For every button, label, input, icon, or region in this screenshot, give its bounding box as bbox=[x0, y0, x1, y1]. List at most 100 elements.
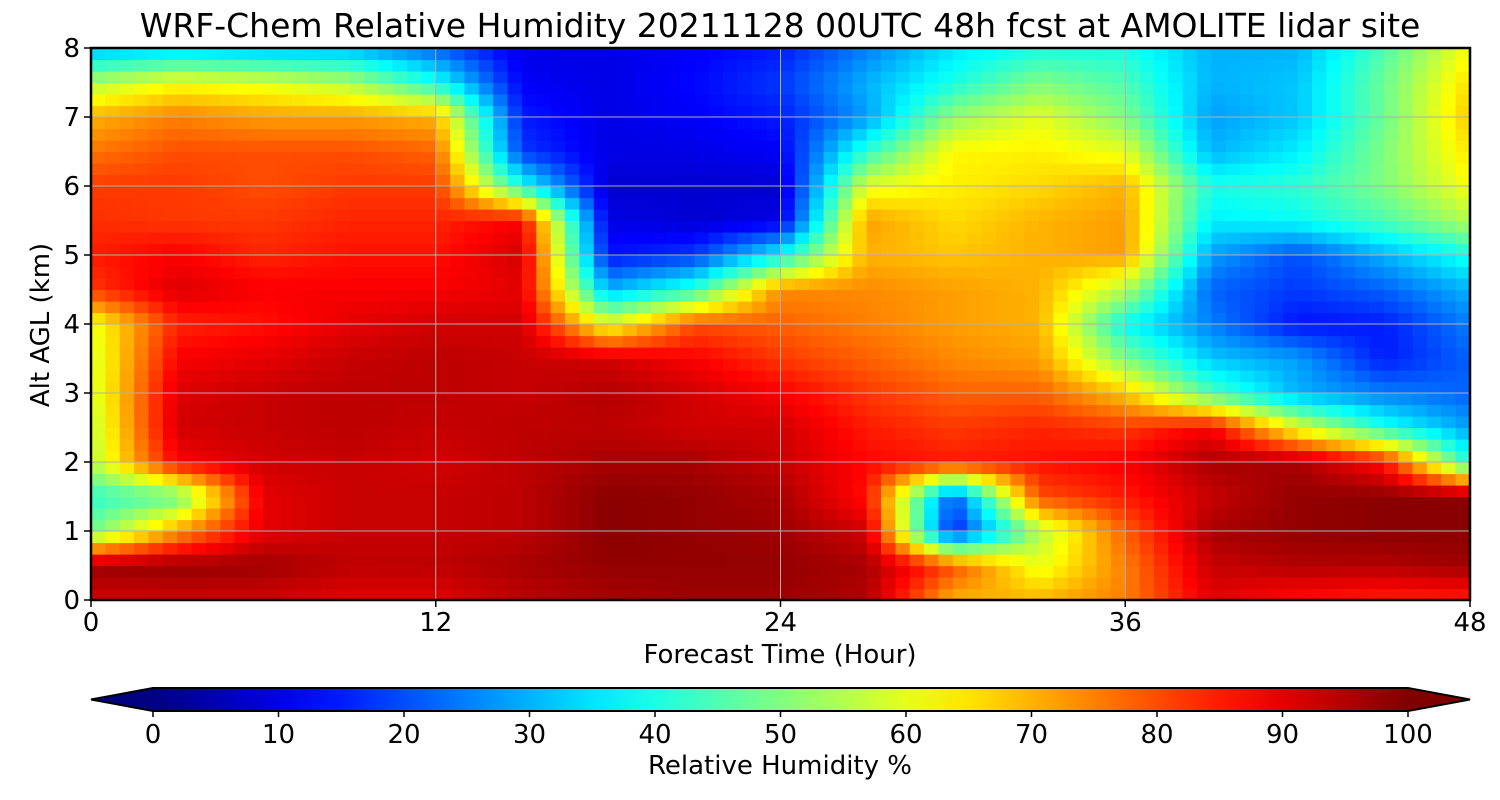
heatmap-cell bbox=[1369, 370, 1385, 383]
heatmap-cell bbox=[794, 151, 810, 164]
heatmap-cell bbox=[1139, 393, 1155, 406]
heatmap-cell bbox=[1254, 404, 1270, 417]
heatmap-cell bbox=[335, 209, 351, 222]
heatmap-cell bbox=[177, 577, 193, 590]
heatmap-cell bbox=[378, 427, 394, 440]
heatmap-cell bbox=[1211, 94, 1227, 107]
heatmap-cell bbox=[766, 232, 782, 245]
heatmap-cell bbox=[349, 301, 365, 314]
heatmap-cell bbox=[349, 393, 365, 406]
heatmap-cell bbox=[277, 220, 293, 233]
heatmap-cell bbox=[1412, 301, 1428, 314]
heatmap-cell bbox=[507, 404, 523, 417]
heatmap-cell bbox=[263, 243, 279, 256]
heatmap-cell bbox=[723, 416, 739, 429]
heatmap-cell bbox=[378, 565, 394, 578]
heatmap-cell bbox=[967, 531, 983, 544]
heatmap-cell bbox=[1412, 312, 1428, 325]
heatmap-cell bbox=[766, 140, 782, 153]
heatmap-cell bbox=[1024, 370, 1040, 383]
heatmap-cell bbox=[249, 105, 264, 118]
heatmap-cell bbox=[1139, 370, 1155, 383]
heatmap-cell bbox=[1311, 151, 1327, 164]
heatmap-cell bbox=[866, 140, 882, 153]
heatmap-cell bbox=[249, 59, 264, 72]
heatmap-cell bbox=[995, 140, 1011, 153]
heatmap-cell bbox=[1067, 347, 1083, 360]
heatmap-cell bbox=[1053, 105, 1069, 118]
heatmap-cell bbox=[1139, 209, 1155, 222]
heatmap-cell bbox=[220, 450, 236, 463]
heatmap-cell bbox=[995, 542, 1011, 555]
heatmap-cell bbox=[967, 174, 983, 187]
heatmap-cell bbox=[536, 496, 552, 509]
heatmap-cell bbox=[464, 588, 480, 600]
heatmap-cell bbox=[1254, 335, 1270, 348]
heatmap-cell bbox=[579, 531, 595, 544]
heatmap-cell bbox=[866, 278, 882, 291]
heatmap-cell bbox=[162, 48, 178, 61]
heatmap-cell bbox=[967, 105, 983, 118]
heatmap-cell bbox=[909, 186, 925, 199]
heatmap-cell bbox=[751, 393, 767, 406]
heatmap-cell bbox=[493, 105, 509, 118]
heatmap-cell bbox=[967, 266, 983, 279]
heatmap-cell bbox=[593, 301, 609, 314]
heatmap-cell bbox=[392, 128, 408, 141]
heatmap-cell bbox=[1139, 255, 1155, 268]
heatmap-cell bbox=[220, 163, 236, 176]
heatmap-cell bbox=[335, 462, 351, 475]
heatmap-cell bbox=[694, 519, 710, 532]
heatmap-cell bbox=[1283, 335, 1299, 348]
heatmap-cell bbox=[1283, 209, 1299, 222]
heatmap-cell bbox=[1024, 508, 1040, 521]
heatmap-cell bbox=[1369, 439, 1385, 452]
heatmap-cell bbox=[837, 163, 853, 176]
heatmap-cell bbox=[105, 266, 121, 279]
heatmap-cell bbox=[1268, 289, 1284, 302]
heatmap-cell bbox=[1441, 82, 1457, 95]
heatmap-cell bbox=[421, 335, 437, 348]
heatmap-cell bbox=[938, 416, 954, 429]
heatmap-cell bbox=[1240, 197, 1256, 210]
heatmap-cell bbox=[1024, 117, 1040, 130]
heatmap-cell bbox=[694, 117, 710, 130]
heatmap-cell bbox=[349, 324, 365, 337]
heatmap-cell bbox=[895, 588, 911, 600]
heatmap-cell bbox=[478, 71, 494, 84]
heatmap-cell bbox=[320, 324, 336, 337]
heatmap-cell bbox=[1082, 565, 1098, 578]
heatmap-cell bbox=[1268, 197, 1284, 210]
chart-title: WRF-Chem Relative Humidity 20211128 00UT… bbox=[139, 6, 1421, 45]
heatmap-cell bbox=[1067, 82, 1083, 95]
heatmap-cell bbox=[392, 335, 408, 348]
heatmap-cell bbox=[593, 151, 609, 164]
heatmap-cell bbox=[981, 485, 997, 498]
heatmap-cell bbox=[1082, 473, 1098, 486]
heatmap-cell bbox=[521, 255, 537, 268]
heatmap-cell bbox=[162, 94, 178, 107]
heatmap-cell bbox=[1110, 450, 1126, 463]
heatmap-cell bbox=[593, 278, 609, 291]
heatmap-cell bbox=[1297, 577, 1313, 590]
heatmap-cell bbox=[249, 163, 264, 176]
heatmap-cell bbox=[421, 312, 437, 325]
heatmap-cell bbox=[852, 59, 868, 72]
heatmap-cell bbox=[1326, 531, 1342, 544]
heatmap-cell bbox=[1369, 140, 1385, 153]
heatmap-cell bbox=[464, 324, 480, 337]
heatmap-cell bbox=[866, 393, 882, 406]
heatmap-cell bbox=[679, 48, 695, 61]
heatmap-cell bbox=[1024, 427, 1040, 440]
heatmap-cell bbox=[1383, 381, 1399, 394]
heatmap-cell bbox=[1110, 462, 1126, 475]
heatmap-cell bbox=[550, 151, 566, 164]
heatmap-cell bbox=[507, 554, 523, 567]
heatmap-cell bbox=[1340, 140, 1356, 153]
heatmap-cell bbox=[507, 450, 523, 463]
heatmap-cell bbox=[435, 105, 451, 118]
heatmap-cell bbox=[1326, 140, 1342, 153]
heatmap-cell bbox=[1383, 531, 1399, 544]
heatmap-cell bbox=[1153, 312, 1169, 325]
heatmap-cell bbox=[306, 94, 322, 107]
